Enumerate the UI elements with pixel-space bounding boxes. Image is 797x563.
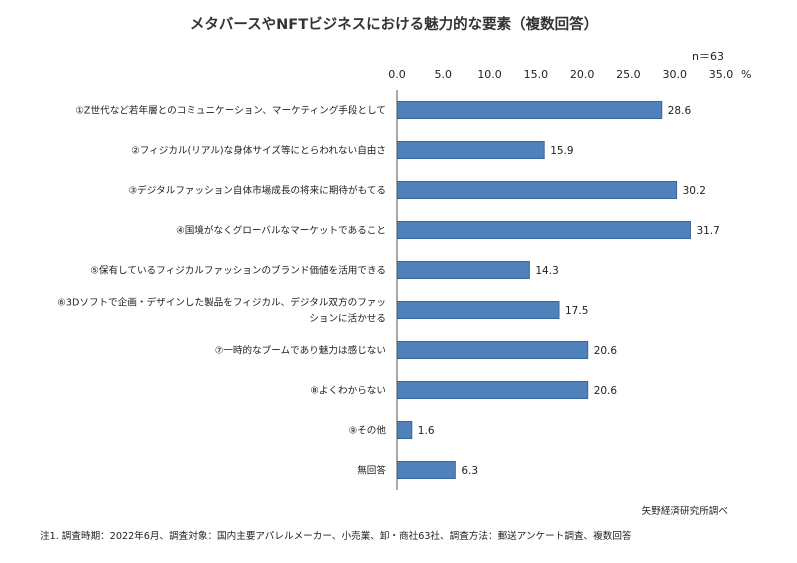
value-label: 14.3 — [535, 265, 558, 277]
bar — [396, 101, 663, 119]
source-label: 矢野経済研究所調べ — [642, 505, 729, 517]
category-label: ⑥3Dソフトで企画・デザインした製品をフィジカル、デジタル双方のファッ — [57, 297, 386, 309]
category-label: ⑨その他 — [349, 425, 387, 437]
value-label: 30.2 — [683, 185, 706, 197]
bar — [396, 141, 545, 159]
bar — [396, 381, 589, 399]
footnote: 注1. 調査時期：2022年6月、調査対象：国内主要アパレルメーカー、小売業、卸… — [40, 530, 632, 542]
bar — [396, 301, 560, 319]
x-tick-label: 10.0 — [477, 68, 502, 81]
value-label: 17.5 — [565, 305, 588, 317]
chart-title: メタバースやNFTビジネスにおける魅力的な要素（複数回答） — [190, 15, 598, 33]
category-label: 無回答 — [357, 465, 386, 477]
bar — [396, 181, 678, 199]
value-label: 20.6 — [594, 385, 618, 397]
x-tick-label: 5.0 — [435, 68, 453, 81]
x-tick-label: 0.0 — [388, 68, 406, 81]
value-label: 31.7 — [696, 225, 719, 237]
category-label: ⑧よくわからない — [310, 386, 386, 397]
category-label: ⑤保有しているフィジカルファッションのブランド価値を活用できる — [90, 265, 386, 277]
value-label: 6.3 — [461, 465, 478, 477]
category-label: ④国境がなくグローバルなマーケットであること — [176, 225, 386, 237]
x-axis-unit: % — [741, 68, 751, 81]
x-tick-label: 20.0 — [570, 68, 595, 81]
x-tick-label: 25.0 — [616, 68, 641, 81]
bar — [396, 221, 691, 239]
value-label: 1.6 — [418, 425, 435, 437]
category-label: ③デジタルファッション自体市場成長の将来に期待がもてる — [129, 185, 386, 197]
value-label: 28.6 — [668, 105, 692, 117]
category-label: ⑦一時的なブームであり魅力は感じない — [215, 345, 386, 357]
bars-area: ①Z世代など若年層とのコミュニケーション、マーケティング手段として 28.6 ②フィ… — [57, 101, 720, 479]
category-label: ②フィジカル(リアル)な身体サイズ等にとらわれない自由さ — [131, 145, 386, 157]
sample-size-label: n＝63 — [692, 50, 724, 63]
bar — [396, 261, 530, 279]
x-tick-label: 15.0 — [524, 68, 549, 81]
x-tick-label: 30.0 — [662, 68, 687, 81]
value-label: 15.9 — [550, 145, 573, 157]
category-label: ①Z世代など若年層とのコミュニケーション、マーケティング手段として — [75, 105, 386, 117]
value-label: 20.6 — [594, 345, 618, 357]
bar — [396, 341, 589, 359]
bar — [396, 421, 413, 439]
category-label: ションに活かせる — [309, 313, 386, 325]
x-axis-ticks: 0.0 5.0 10.0 15.0 20.0 25.0 30.0 35.0 — [388, 68, 733, 81]
x-tick-label: 35.0 — [709, 68, 734, 81]
bar — [396, 461, 456, 479]
